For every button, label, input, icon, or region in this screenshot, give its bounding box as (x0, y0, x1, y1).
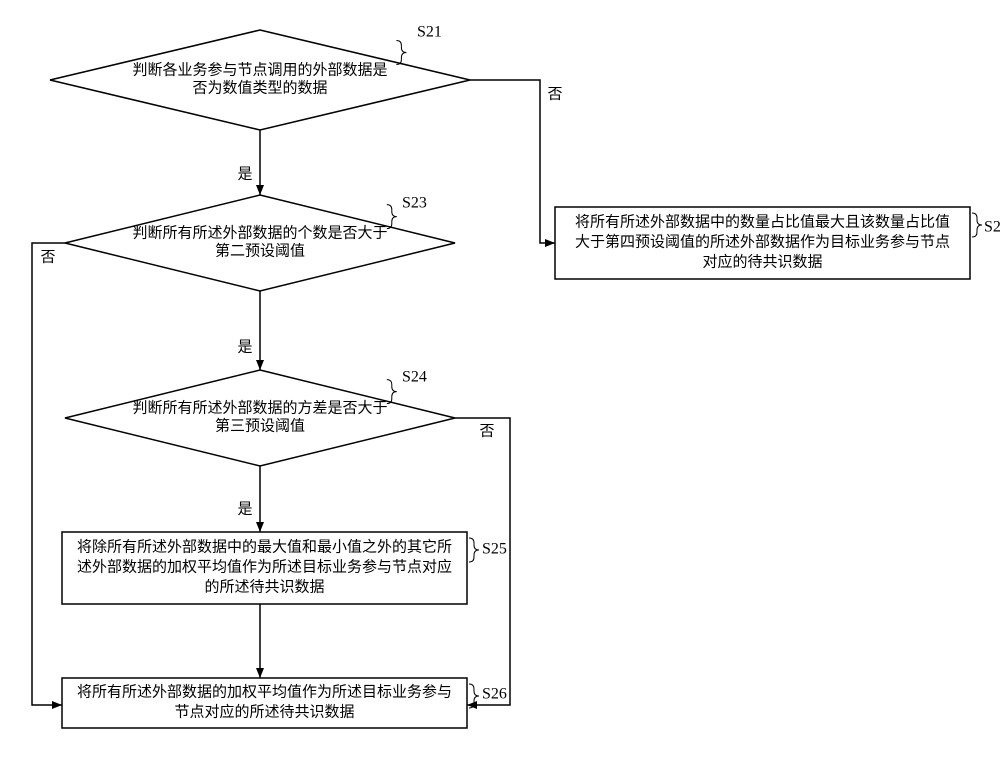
edge-label: 是 (237, 339, 252, 355)
step-label: S25 (482, 541, 507, 558)
node-s22: 将所有所述外部数据中的数量占比值最大且该数量占比值大于第四预设阈值的所述外部数据… (555, 207, 1000, 279)
node-text: 对应的待共识数据 (702, 252, 822, 270)
node-text: 节点对应的所述待共识数据 (174, 702, 354, 720)
curly-bracket (972, 213, 982, 237)
node-s24: 判断所有所述外部数据的方差是否大于第三预设阈值 S24 (65, 369, 455, 466)
node-s25: 将除所有所述外部数据中的最大值和最小值之外的其它所述外部数据的加权平均值作为所述… (62, 532, 507, 604)
node-text: 判断各业务参与节点调用的外部数据是 (132, 61, 387, 78)
node-text: 判断所有所述外部数据的个数是否大于 (132, 224, 387, 241)
edge-label: 是 (237, 501, 252, 517)
node-text: 将所有所述外部数据中的数量占比值最大且该数量占比值 (575, 213, 950, 230)
node-text: 将除所有所述外部数据中的最大值和最小值之外的其它所 (77, 537, 452, 555)
step-label: S21 (417, 24, 442, 41)
curly-bracket (387, 380, 397, 404)
node-text: 述外部数据的加权平均值作为所述目标业务参与节点对应 (77, 557, 452, 575)
node-text: 第二预设阈值 (215, 241, 305, 259)
node-text: 否为数值类型的数据 (192, 79, 327, 96)
curly-bracket (387, 205, 397, 229)
edge-0 (470, 80, 555, 243)
node-text: 的所述待共识数据 (204, 578, 324, 595)
flowchart-root: 判断各业务参与节点调用的外部数据是否为数值类型的数据 S21 将所有所述外部数据中的… (0, 0, 1000, 784)
curly-bracket (469, 538, 479, 562)
node-text: 第三预设阈值 (215, 416, 305, 434)
edge-label: 否 (547, 86, 562, 102)
node-text: 大于第四预设阈值的所述外部数据作为目标业务参与节点 (575, 232, 950, 250)
step-label: S24 (402, 369, 427, 386)
edge-4 (455, 418, 510, 705)
node-s21: 判断各业务参与节点调用的外部数据是否为数值类型的数据 S21 (50, 24, 470, 130)
step-label: S26 (482, 686, 507, 703)
edge-2 (32, 243, 65, 705)
node-s23: 判断所有所述外部数据的个数是否大于第二预设阈值 S23 (65, 195, 455, 291)
edge-label: 是 (237, 166, 252, 182)
node-text: 将所有所述外部数据的加权平均值作为所述目标业务参与 (77, 683, 452, 700)
step-label: S22 (984, 219, 1000, 236)
edge-label: 否 (479, 423, 494, 439)
edge-label: 否 (40, 249, 55, 265)
step-label: S23 (402, 195, 427, 212)
node-text: 判断所有所述外部数据的方差是否大于 (132, 399, 387, 416)
node-s26: 将所有所述外部数据的加权平均值作为所述目标业务参与节点对应的所述待共识数据 S26 (62, 678, 507, 728)
curly-bracket (396, 41, 406, 65)
